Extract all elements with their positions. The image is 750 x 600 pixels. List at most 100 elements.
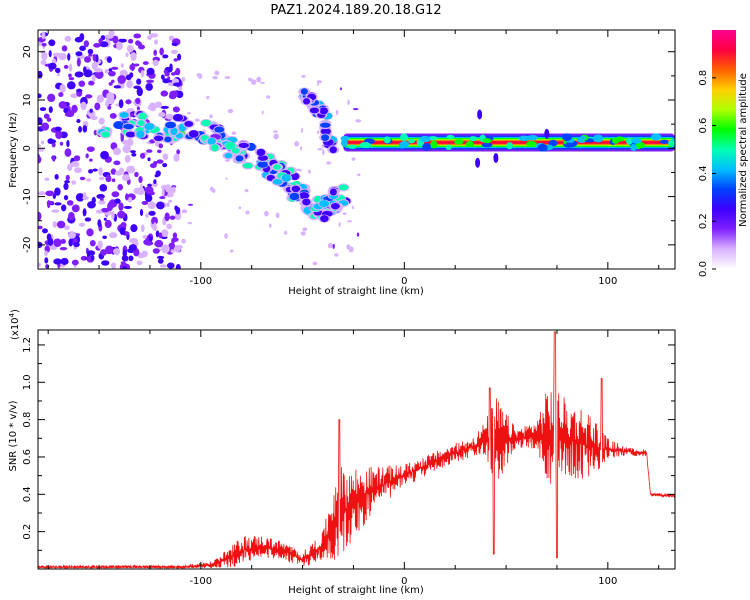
noise-blob <box>301 74 306 78</box>
carrier-disturbance <box>475 157 481 168</box>
noise-blob <box>227 108 234 114</box>
noise-blob <box>164 212 170 222</box>
noise-blob <box>122 249 127 257</box>
descending-band-blob <box>272 178 283 185</box>
snr-ytick-label: 0.4 <box>22 486 33 502</box>
snr-ytick-label: 1.0 <box>22 374 33 390</box>
noise-blob <box>266 95 271 99</box>
noise-blob <box>52 155 56 162</box>
noise-blob <box>175 67 181 76</box>
noise-blob <box>295 168 302 172</box>
noise-blob <box>113 160 121 166</box>
noise-blob <box>122 266 127 269</box>
noise-blob <box>65 174 70 181</box>
noise-blob <box>110 262 117 269</box>
descending-band-blob <box>256 148 266 157</box>
descending-band-blob <box>119 112 129 118</box>
noise-blob <box>127 197 133 203</box>
noise-blob <box>93 42 101 48</box>
descending-band-blob <box>257 161 269 168</box>
carrier-blob <box>400 141 410 148</box>
noise-blob <box>157 149 162 154</box>
noise-blob <box>159 264 167 268</box>
noise-blob <box>154 239 164 248</box>
noise-blob <box>119 83 125 88</box>
noise-blob <box>88 169 94 174</box>
spectrogram-xtick-label: -100 <box>189 276 212 287</box>
colorbar-gradient <box>712 30 736 269</box>
noise-blob <box>224 76 231 80</box>
noise-blob <box>142 235 148 239</box>
noise-blob <box>40 59 47 66</box>
noise-blob <box>126 165 136 174</box>
noise-blob <box>54 67 61 73</box>
noise-blob <box>162 162 168 168</box>
noise-blob <box>151 216 158 225</box>
noise-blob <box>326 161 332 165</box>
noise-blob <box>152 161 158 166</box>
noise-blob <box>46 117 52 122</box>
snr-xtick-label: 0 <box>401 576 407 587</box>
noise-blob <box>153 179 157 185</box>
noise-blob <box>67 81 76 90</box>
noise-blob <box>53 258 62 265</box>
noise-blob <box>159 196 166 200</box>
noise-blob <box>162 54 169 59</box>
descending-band-blob <box>170 127 178 136</box>
noise-blob <box>86 250 96 256</box>
noise-blob <box>170 249 175 254</box>
noise-blob <box>139 208 144 217</box>
noise-blob <box>187 112 191 115</box>
noise-blob <box>61 45 68 52</box>
descending-band-blob <box>172 113 184 122</box>
noise-blob <box>160 90 169 97</box>
snr-xtick-label: -100 <box>189 576 212 587</box>
noise-blob <box>78 80 86 87</box>
carrier-blob <box>399 133 408 141</box>
noise-blob <box>101 260 110 266</box>
noise-blob <box>120 63 124 68</box>
carrier-blob <box>446 134 455 140</box>
noise-blob <box>89 158 93 162</box>
noise-blob <box>225 177 228 180</box>
noise-blob <box>238 206 242 210</box>
colorbar-tick-label: 0.8 <box>698 70 709 86</box>
noise-blob <box>118 202 124 211</box>
noise-blob <box>100 207 110 213</box>
upper-branch-blob <box>321 134 330 141</box>
noise-blob <box>68 211 75 221</box>
noise-blob <box>128 244 137 252</box>
noise-blob <box>316 82 320 87</box>
noise-blob <box>54 126 62 132</box>
noise-blob <box>147 105 154 110</box>
noise-blob <box>133 85 142 89</box>
carrier-blob <box>548 139 558 147</box>
noise-blob <box>316 130 320 135</box>
noise-blob <box>100 150 109 160</box>
noise-blob <box>145 83 153 91</box>
noise-blob <box>122 139 130 146</box>
snr-ylabel: SNR (10 * v/v) <box>8 400 19 471</box>
noise-blob <box>89 239 96 247</box>
noise-blob <box>73 155 81 162</box>
noise-blob <box>54 202 62 206</box>
noise-blob <box>146 149 153 153</box>
noise-blob <box>194 118 200 122</box>
noise-blob <box>64 180 70 184</box>
noise-blob <box>245 210 250 215</box>
noise-blob <box>64 148 72 157</box>
noise-blob <box>70 161 80 168</box>
noise-blob <box>125 193 129 201</box>
spectrogram-xtick-label: 0 <box>401 276 407 287</box>
noise-blob <box>108 232 118 239</box>
noise-blob <box>173 58 178 62</box>
carrier-blob <box>592 134 604 143</box>
carrier-disturbance <box>493 152 499 163</box>
noise-blob <box>141 200 149 206</box>
noise-blob <box>60 204 67 212</box>
snr-multiplier: (x104) <box>8 309 21 340</box>
noise-blob <box>342 212 347 216</box>
noise-blob <box>64 225 70 231</box>
noise-blob <box>181 77 186 82</box>
